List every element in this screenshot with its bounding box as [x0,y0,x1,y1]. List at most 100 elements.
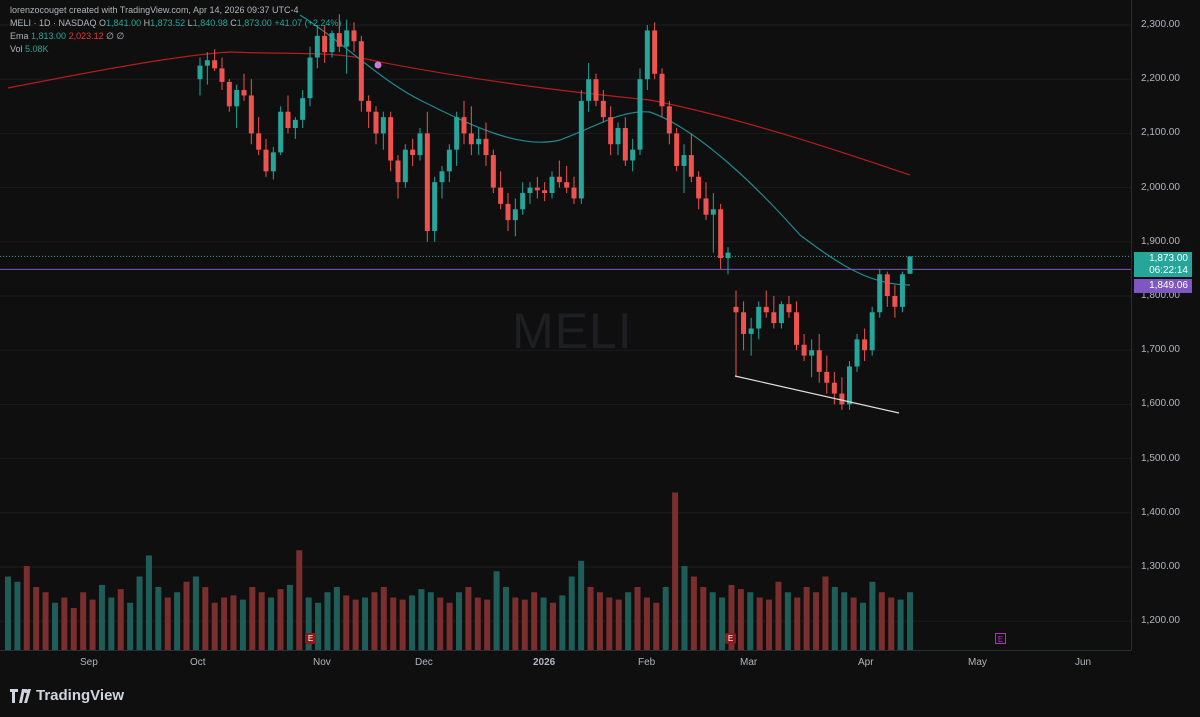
ema-slow-line [7,51,911,176]
volume-bar [897,599,904,650]
candle-body [498,187,504,204]
candle-body [756,306,762,329]
candle-body [219,68,225,82]
candle-body [763,306,769,313]
tradingview-logo[interactable]: TradingView [10,687,124,704]
footer [0,676,1200,717]
volume-bar [5,576,11,650]
candle-body [483,138,489,156]
time-tick-label: Apr [858,657,874,668]
volume-bar [221,597,228,650]
volume-bar [484,599,491,650]
volume-bar [61,597,68,650]
time-tick-label: Nov [313,657,331,668]
volume-bar [380,587,387,650]
candle-body [681,155,687,166]
volume-bar [625,592,632,650]
volume-bar [174,592,181,650]
volume-bar [286,584,293,650]
candle-body [586,79,592,101]
time-axis[interactable]: Sep Oct Nov Dec 2026 Feb Mar Apr May Jun [0,650,1131,677]
volume-bar [662,587,669,650]
candle-body [600,100,606,118]
volume-bar [672,492,679,650]
volume-bar [831,587,838,650]
volume-bar [841,592,848,650]
creator-line: lorenzocouget created with TradingView.c… [10,5,299,15]
candle-body [278,111,284,153]
candle-body [688,155,694,177]
high-value: 1,873.52 [150,18,186,28]
volume-bar [643,597,650,650]
volume-bar [89,599,96,650]
candle-body [696,176,702,199]
candle-body [622,127,628,161]
volume-bar [446,602,453,650]
earnings-marker-upcoming[interactable]: E [995,633,1006,644]
candle-body [351,30,357,42]
volume-bar [427,592,434,650]
candle-body [329,33,335,53]
volume-bar [794,597,801,650]
vol-label[interactable]: Vol [10,44,23,54]
candle-body [733,306,739,313]
ema-label[interactable]: Ema [10,31,29,41]
candle-body [212,60,218,69]
candle-body [542,190,548,194]
candle-body [652,30,658,74]
candle-body [204,60,210,66]
candle-body [615,127,621,145]
volume-bar [813,592,820,650]
price-axis[interactable]: 2,300.00 2,200.00 2,100.00 2,000.00 1,900.00… [1131,0,1200,650]
candle-body [801,344,807,356]
candle-body [710,209,716,215]
candle-body [718,209,724,259]
volume-bar [409,595,416,650]
earnings-marker-feb[interactable]: E [725,633,736,644]
countdown-value: 06:22:14 [1149,265,1188,276]
price-tick-label: 2,300.00 [1141,19,1180,30]
ema-extra: ∅ ∅ [106,31,125,41]
volume-bar [869,581,876,650]
volume-bar [502,587,509,650]
candle-body [344,30,350,47]
close-value: 1,873.00 [236,18,272,28]
ohlc-line: MELI · 1D · NASDAQ O1,841.00 H1,873.52 L… [10,17,341,30]
symbol-label[interactable]: MELI · 1D · NASDAQ [10,18,97,28]
volume-bar [766,599,773,650]
volume-bar [531,592,538,650]
candle-body [839,393,845,405]
volume-bar [98,584,105,650]
candle-body [862,339,868,351]
chart-canvas[interactable] [0,0,1131,650]
high-label: H [143,18,151,28]
volume-bar [296,550,303,650]
candle-body [234,90,240,107]
ema-fast-value: 1,813.00 [31,31,67,41]
tradingview-icon [10,688,31,703]
volume-bar [305,597,312,650]
candle-body [644,30,650,80]
candle-body [703,198,709,215]
candle-body [336,33,342,47]
candle-body [549,176,555,194]
earnings-marker-nov[interactable]: E [305,633,316,644]
volume-bar [418,589,425,650]
volume-bar [437,597,444,650]
candle-body [490,155,496,188]
volume-bar [127,602,134,650]
candlestick-chart[interactable] [0,0,1131,650]
candle-body [226,81,232,107]
candle-body [373,111,379,134]
volume-bar [521,599,528,650]
price-tick-label: 1,800.00 [1141,290,1180,301]
candle-body [674,133,680,166]
change-value: +41.07 (+2.24%) [274,18,342,28]
candle-body [593,79,599,101]
open-value: 1,841.00 [106,18,142,28]
candle-body [300,98,306,120]
candle-body [417,133,423,156]
candle-body [556,176,562,183]
candle-body [877,274,883,313]
candle-body [263,149,269,172]
